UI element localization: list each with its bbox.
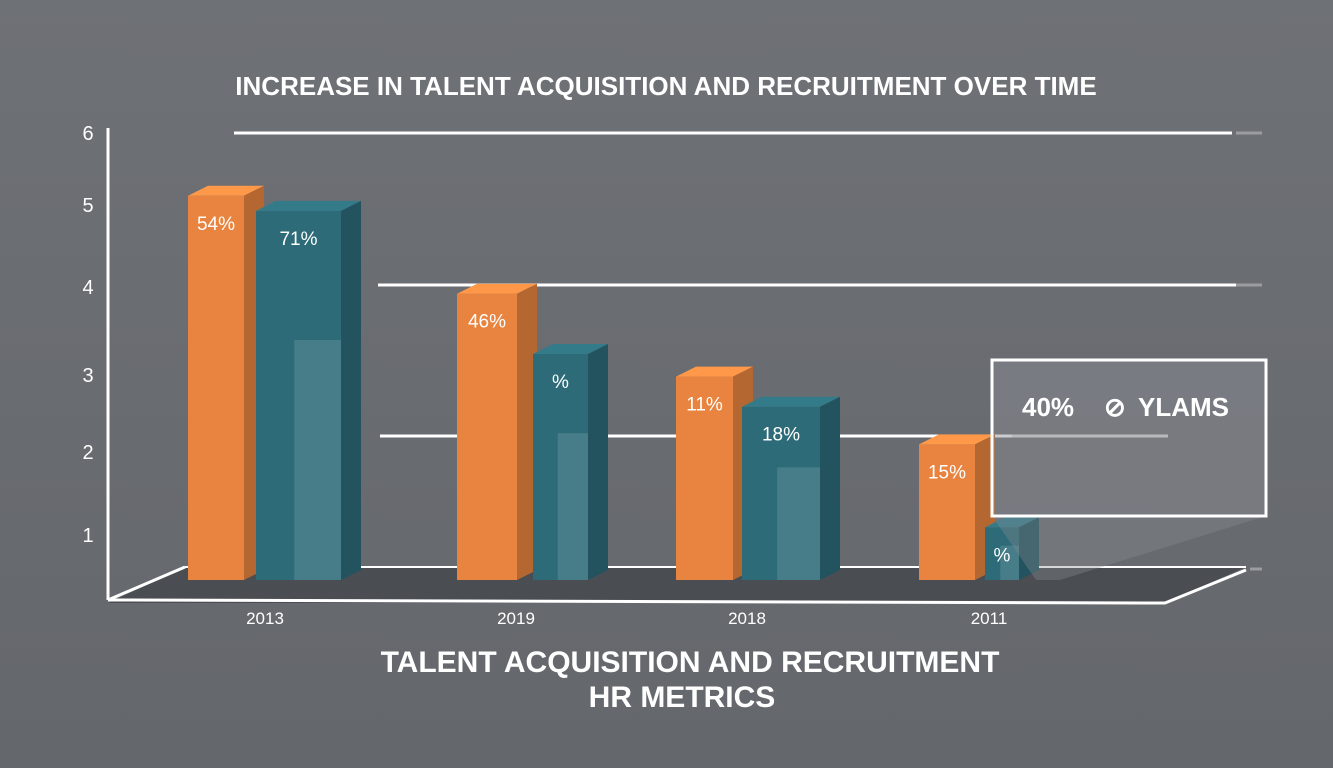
y-tick-5: 5 (82, 195, 93, 217)
bar-top-a-2018 (676, 366, 753, 377)
bar-top-b-2018 (742, 396, 840, 407)
bar-label-a-2013: 54% (197, 214, 235, 235)
category-label-2018: 2018 (728, 609, 766, 628)
bar-highlight-2011 (1000, 545, 1019, 580)
bar-label-b-2013: 71% (279, 229, 317, 250)
subtitle-line-1: TALENT ACQUISITION AND RECRUITMENT (381, 646, 1000, 679)
bar-side-a-2019 (517, 283, 537, 580)
bar-a-2018 (676, 376, 733, 580)
legend-check-icon: ⊘ (1104, 392, 1126, 422)
bar-label-a-2011: 15% (928, 462, 966, 483)
bar-label-b-2019: % (552, 372, 569, 393)
y-tick-1: 1 (82, 525, 93, 547)
bar-side-b-2019 (588, 344, 608, 580)
bar-b-2019 (533, 354, 588, 580)
subtitle-line-2: HR METRICS (589, 681, 776, 714)
floor-back-edge (107, 565, 186, 602)
legend-label: YLAMS (1138, 392, 1229, 422)
bar-a-2013 (188, 195, 244, 581)
bar-side-b-2011 (1019, 517, 1039, 580)
bar-b-2013 (256, 210, 341, 580)
y-tick-6: 6 (82, 123, 93, 145)
bar-top-b-2011 (985, 517, 1039, 528)
y-tick-3: 3 (82, 365, 93, 387)
bar-top-b-2013 (256, 200, 361, 211)
bar-side-b-2018 (820, 396, 840, 580)
bar-top-a-2011 (919, 434, 995, 445)
legend-projection (992, 516, 1266, 580)
category-label-2011: 2011 (971, 609, 1008, 628)
bar-highlight-2013 (294, 340, 341, 580)
bar-top-a-2013 (188, 185, 264, 196)
y-tick-2: 2 (82, 442, 93, 464)
legend-frame (990, 358, 1268, 518)
legend-box: 40% ⊘ YLAMS (990, 358, 1268, 580)
floor-edge (107, 568, 1247, 605)
bar-label-b-2018: 18% (762, 425, 800, 446)
y-tick-labels: 1 2 3 4 5 6 (82, 123, 93, 547)
bar-side-b-2013 (341, 200, 361, 580)
bar-label-a-2019: 46% (468, 312, 506, 333)
chart-title: INCREASE IN TALENT ACQUISITION AND RECRU… (235, 71, 1096, 101)
bar-b-2011 (985, 527, 1019, 580)
legend-value: 40% (1022, 392, 1074, 422)
category-label-2013: 2013 (246, 609, 284, 628)
bar-highlight-2018 (777, 467, 820, 580)
bar-label-a-2018: 11% (686, 395, 723, 416)
bars (188, 185, 1039, 581)
bar-top-b-2019 (533, 344, 608, 354)
bar-a-2019 (457, 293, 517, 580)
bar-b-2018 (742, 406, 820, 580)
bar-highlight-2019 (557, 433, 588, 580)
bar-a-2011 (919, 444, 975, 580)
bar-labels: 54% 71% 46%% 11% 18% 15%% (197, 214, 1011, 566)
bar-top-a-2019 (457, 283, 537, 294)
category-labels: 2013 2019 2018 2011 (246, 609, 1007, 628)
category-label-2019: 2019 (497, 609, 535, 628)
bar-label-b-2011: % (994, 545, 1011, 566)
y-tick-4: 4 (82, 277, 93, 299)
